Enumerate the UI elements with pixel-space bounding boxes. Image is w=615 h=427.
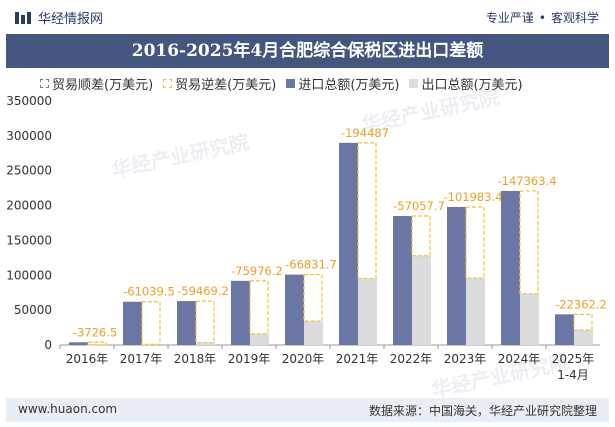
legend-swatch-export xyxy=(409,78,419,88)
x-tick-label: 2021年 xyxy=(336,352,379,366)
legend-label-import: 进口总额(万美元) xyxy=(298,77,400,93)
data-label: -22362.2 xyxy=(555,297,607,311)
legend-label-export: 出口总额(万美元) xyxy=(421,77,523,93)
import-bar xyxy=(501,190,520,345)
x-tick-label: 2025年 xyxy=(552,352,595,366)
legend-swatch-deficit xyxy=(163,78,173,88)
export-bar xyxy=(196,342,215,345)
x-tick-label: 2017年 xyxy=(120,352,163,366)
footer-url: www.huaon.com xyxy=(18,402,118,416)
export-bar xyxy=(412,255,431,345)
x-tick-label: 2018年 xyxy=(174,352,217,366)
x-tick-label: 2019年 xyxy=(228,352,271,366)
export-bar xyxy=(520,293,539,345)
y-tick-label: 350000 xyxy=(6,94,52,108)
deficit-bar xyxy=(519,190,539,295)
data-label: -57057.7 xyxy=(393,199,445,213)
deficit-bar xyxy=(249,280,269,335)
import-bar xyxy=(555,314,574,345)
tagline-right: 客观科学 xyxy=(550,11,599,25)
legend-label-surplus: 贸易顺差(万美元) xyxy=(52,77,154,93)
import-bar xyxy=(339,142,358,345)
deficit-bar xyxy=(195,300,215,344)
data-label: -66831.7 xyxy=(285,258,337,272)
deficit-bar xyxy=(573,313,593,331)
export-bar xyxy=(250,333,269,345)
tagline-left: 专业严谨 xyxy=(485,11,534,25)
deficit-bar xyxy=(141,301,161,345)
export-bar xyxy=(304,321,323,345)
x-tick-label: 2024年 xyxy=(498,352,541,366)
y-tick-label: 250000 xyxy=(6,164,52,178)
deficit-bar xyxy=(411,215,431,257)
legend-item-deficit: 贸易逆差(万美元) xyxy=(163,74,276,93)
deficit-bar xyxy=(87,341,107,346)
y-tick-label: 200000 xyxy=(6,199,52,213)
import-bar xyxy=(69,342,88,345)
legend-swatch-import xyxy=(286,78,296,88)
chart-legend: 贸易顺差(万美元) 贸易逆差(万美元) 进口总额(万美元) 出口总额(万美元) xyxy=(40,74,533,93)
legend-item-export: 出口总额(万美元) xyxy=(409,74,523,93)
data-label: -75976.2 xyxy=(231,264,283,278)
footer: www.huaon.com 数据来源：中国海关，华经产业研究院整理 xyxy=(6,398,609,422)
tagline: 专业严谨 • 客观科学 xyxy=(486,9,599,26)
x-tick-sublabel: 1-4月 xyxy=(557,368,589,382)
import-bar xyxy=(123,301,142,345)
y-tick-label: 50000 xyxy=(14,303,52,317)
footer-source: 数据来源：中国海关，华经产业研究院整理 xyxy=(368,404,597,418)
data-label: -61039.5 xyxy=(123,285,175,299)
export-bar xyxy=(574,329,593,345)
tagline-separator: • xyxy=(538,11,546,25)
legend-item-import: 进口总额(万美元) xyxy=(286,74,399,93)
import-bar xyxy=(177,301,196,345)
deficit-bar xyxy=(303,273,323,322)
brand-name: 华经情报网 xyxy=(38,12,104,27)
x-tick-label: 2020年 xyxy=(282,352,325,366)
data-label: -3726.5 xyxy=(73,325,117,339)
y-tick-label: 100000 xyxy=(6,268,52,282)
deficit-bar xyxy=(357,142,377,280)
import-bar xyxy=(285,274,304,345)
data-label: -101983.4 xyxy=(443,190,502,204)
import-bar xyxy=(231,280,250,345)
data-label: -194487 xyxy=(341,126,389,140)
y-tick-label: 150000 xyxy=(6,233,52,247)
x-tick-label: 2022年 xyxy=(390,352,433,366)
top-bar: 华经情报网 专业严谨 • 客观科学 xyxy=(0,0,615,33)
import-bar xyxy=(447,206,466,345)
data-label: -147363.4 xyxy=(497,174,556,188)
legend-swatch-surplus xyxy=(40,78,49,88)
deficit-bar xyxy=(465,206,485,279)
brand-logo-icon xyxy=(15,11,31,24)
legend-item-surplus: 贸易顺差(万美元) xyxy=(40,74,153,93)
import-bar xyxy=(393,216,412,345)
chart-title: 2016-2025年4月合肥综合保税区进出口差额 xyxy=(6,34,609,68)
y-tick-label: 300000 xyxy=(6,129,52,143)
legend-label-deficit: 贸易逆差(万美元) xyxy=(175,77,277,93)
brand: 华经情报网 xyxy=(14,8,103,27)
export-bar xyxy=(466,278,485,345)
x-tick-label: 2023年 xyxy=(444,352,487,366)
export-bar xyxy=(358,278,377,345)
y-tick-label: 0 xyxy=(44,338,52,352)
x-tick-label: 2016年 xyxy=(66,352,109,366)
data-label: -59469.2 xyxy=(177,284,229,298)
